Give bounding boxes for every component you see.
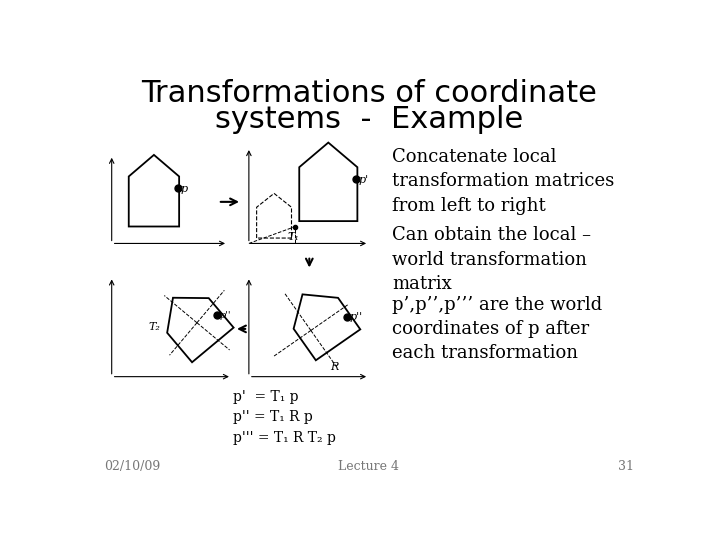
Text: p'': p'' bbox=[350, 312, 363, 322]
Text: p'': p'' bbox=[220, 312, 231, 320]
Text: Lecture 4: Lecture 4 bbox=[338, 460, 400, 473]
Text: p’,p’’,p’’’ are the world
coordinates of p after
each transformation: p’,p’’,p’’’ are the world coordinates of… bbox=[392, 296, 603, 362]
Text: Transformations of coordinate: Transformations of coordinate bbox=[141, 79, 597, 107]
Text: p': p' bbox=[359, 174, 369, 185]
Text: 31: 31 bbox=[618, 460, 634, 473]
Text: systems  -  Example: systems - Example bbox=[215, 105, 523, 134]
Text: R: R bbox=[330, 362, 338, 373]
Text: 02/10/09: 02/10/09 bbox=[104, 460, 160, 473]
Text: T₁: T₁ bbox=[287, 232, 300, 242]
Text: Concatenate local
transformation matrices
from left to right: Concatenate local transformation matrice… bbox=[392, 148, 614, 214]
Text: T₂: T₂ bbox=[149, 322, 161, 333]
Text: Can obtain the local –
world transformation
matrix: Can obtain the local – world transformat… bbox=[392, 226, 591, 293]
Text: p: p bbox=[181, 184, 188, 194]
Text: p'  = T₁ p
p'' = T₁ R p
p''' = T₁ R T₂ p: p' = T₁ p p'' = T₁ R p p''' = T₁ R T₂ p bbox=[233, 390, 336, 445]
